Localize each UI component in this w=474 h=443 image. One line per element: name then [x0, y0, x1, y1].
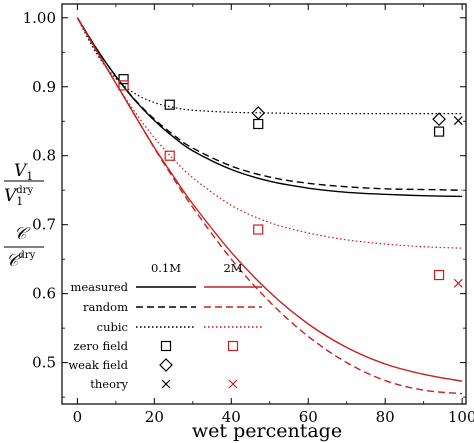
x-tick-label: 20 — [145, 408, 164, 426]
x-tick-label: 0 — [73, 408, 83, 426]
legend-label-theory: theory — [90, 377, 128, 391]
data-point-2M-zero-field — [433, 269, 445, 281]
series-line-01M-measured — [76, 17, 463, 198]
legend-marker-2M-theory — [228, 379, 238, 389]
y-tick-label: 0.9 — [32, 78, 56, 96]
x-tick-label: 60 — [299, 408, 318, 426]
legend-col-header-0.1M: 0.1M — [151, 261, 181, 275]
legend-label-weak-field: weak field — [68, 358, 128, 372]
legend-label-zero-field: zero field — [74, 339, 129, 353]
legend-label-measured: measured — [70, 280, 128, 294]
ylabel-bottom-denominator: 𝒞dry — [6, 250, 36, 271]
legend: 0.1M 2M measured random cubic zero field weak … — [68, 261, 262, 391]
data-point-01M-zero-field — [164, 99, 175, 110]
data-point-01M-weak-field — [251, 106, 266, 120]
legend-col-header-2M: 2M — [223, 261, 242, 275]
series-line-2M-measured — [76, 17, 463, 382]
ylabel-top-numerator: V1 — [14, 161, 33, 183]
ylabel-bottom-numerator: 𝒞 — [14, 224, 31, 244]
legend-label-cubic: cubic — [97, 320, 128, 334]
data-point-01M-weak-field — [432, 112, 446, 127]
x-tick-label: 100 — [448, 408, 474, 426]
data-point-2M-zero-field — [118, 80, 129, 91]
legend-marker-01M-theory — [161, 379, 171, 389]
plot-frame — [61, 3, 467, 405]
data-point-2M-theory — [453, 278, 463, 288]
legend-marker-01M-zero-field — [160, 340, 172, 352]
data-point-01M-zero-field — [253, 118, 264, 130]
y-tick-label: 0.8 — [32, 147, 56, 165]
data-point-01M-zero-field — [433, 126, 445, 137]
series-line-2M-cubic — [76, 17, 463, 249]
y-tick-label: 0.7 — [32, 216, 56, 234]
x-tick-label: 80 — [376, 408, 395, 426]
legend-label-random: random — [83, 300, 128, 314]
x-tick-label: 40 — [222, 408, 241, 426]
x-axis-label: wet percentage — [192, 420, 342, 442]
data-point-01M-zero-field — [118, 74, 129, 85]
axes-frame: 0 20 40 60 80 100 0.5 0.6 0.7 0.8 0.9 1.00 — [23, 3, 474, 426]
y-tick-label: 0.5 — [32, 354, 56, 372]
y-tick-label: 0.6 — [32, 285, 56, 303]
plot-area — [76, 17, 463, 395]
legend-marker-01M-weak-field — [159, 358, 173, 372]
series-line-2M-random — [76, 17, 463, 395]
ylabel-top-denominator: V1dry — [4, 185, 33, 208]
data-point-01M-theory — [453, 116, 463, 125]
data-point-2M-zero-field — [253, 224, 264, 235]
legend-marker-2M-zero-field — [227, 340, 239, 352]
y-tick-label: 1.00 — [23, 9, 56, 27]
data-point-2M-zero-field — [164, 150, 175, 161]
series-line-01M-random — [76, 17, 463, 191]
